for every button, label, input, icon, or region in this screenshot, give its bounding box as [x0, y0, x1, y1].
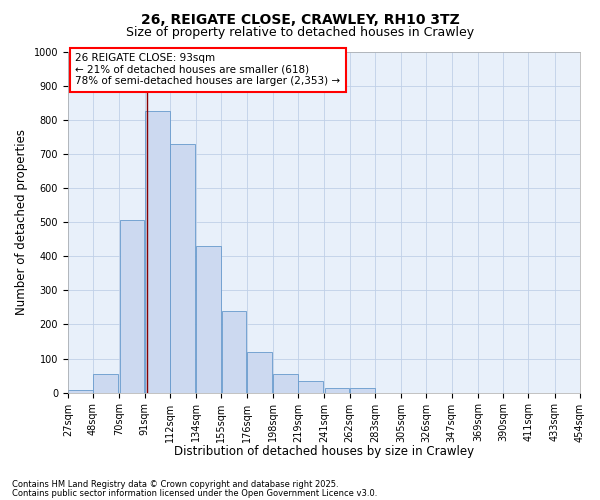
Text: 26 REIGATE CLOSE: 93sqm
← 21% of detached houses are smaller (618)
78% of semi-d: 26 REIGATE CLOSE: 93sqm ← 21% of detache… [76, 53, 341, 86]
Bar [68, 390, 93, 392]
Text: 26, REIGATE CLOSE, CRAWLEY, RH10 3TZ: 26, REIGATE CLOSE, CRAWLEY, RH10 3TZ [140, 12, 460, 26]
Text: Contains HM Land Registry data © Crown copyright and database right 2025.: Contains HM Land Registry data © Crown c… [12, 480, 338, 489]
Bar [350, 388, 374, 392]
Bar [325, 388, 349, 392]
Bar [221, 311, 247, 392]
Bar [170, 144, 195, 392]
Bar [93, 374, 118, 392]
Bar [247, 352, 272, 393]
Text: Size of property relative to detached houses in Crawley: Size of property relative to detached ho… [126, 26, 474, 39]
Bar [298, 380, 323, 392]
Bar [196, 246, 221, 392]
X-axis label: Distribution of detached houses by size in Crawley: Distribution of detached houses by size … [174, 444, 474, 458]
Text: Contains public sector information licensed under the Open Government Licence v3: Contains public sector information licen… [12, 488, 377, 498]
Bar [145, 111, 170, 392]
Y-axis label: Number of detached properties: Number of detached properties [15, 129, 28, 315]
Bar [273, 374, 298, 392]
Bar [119, 220, 145, 392]
